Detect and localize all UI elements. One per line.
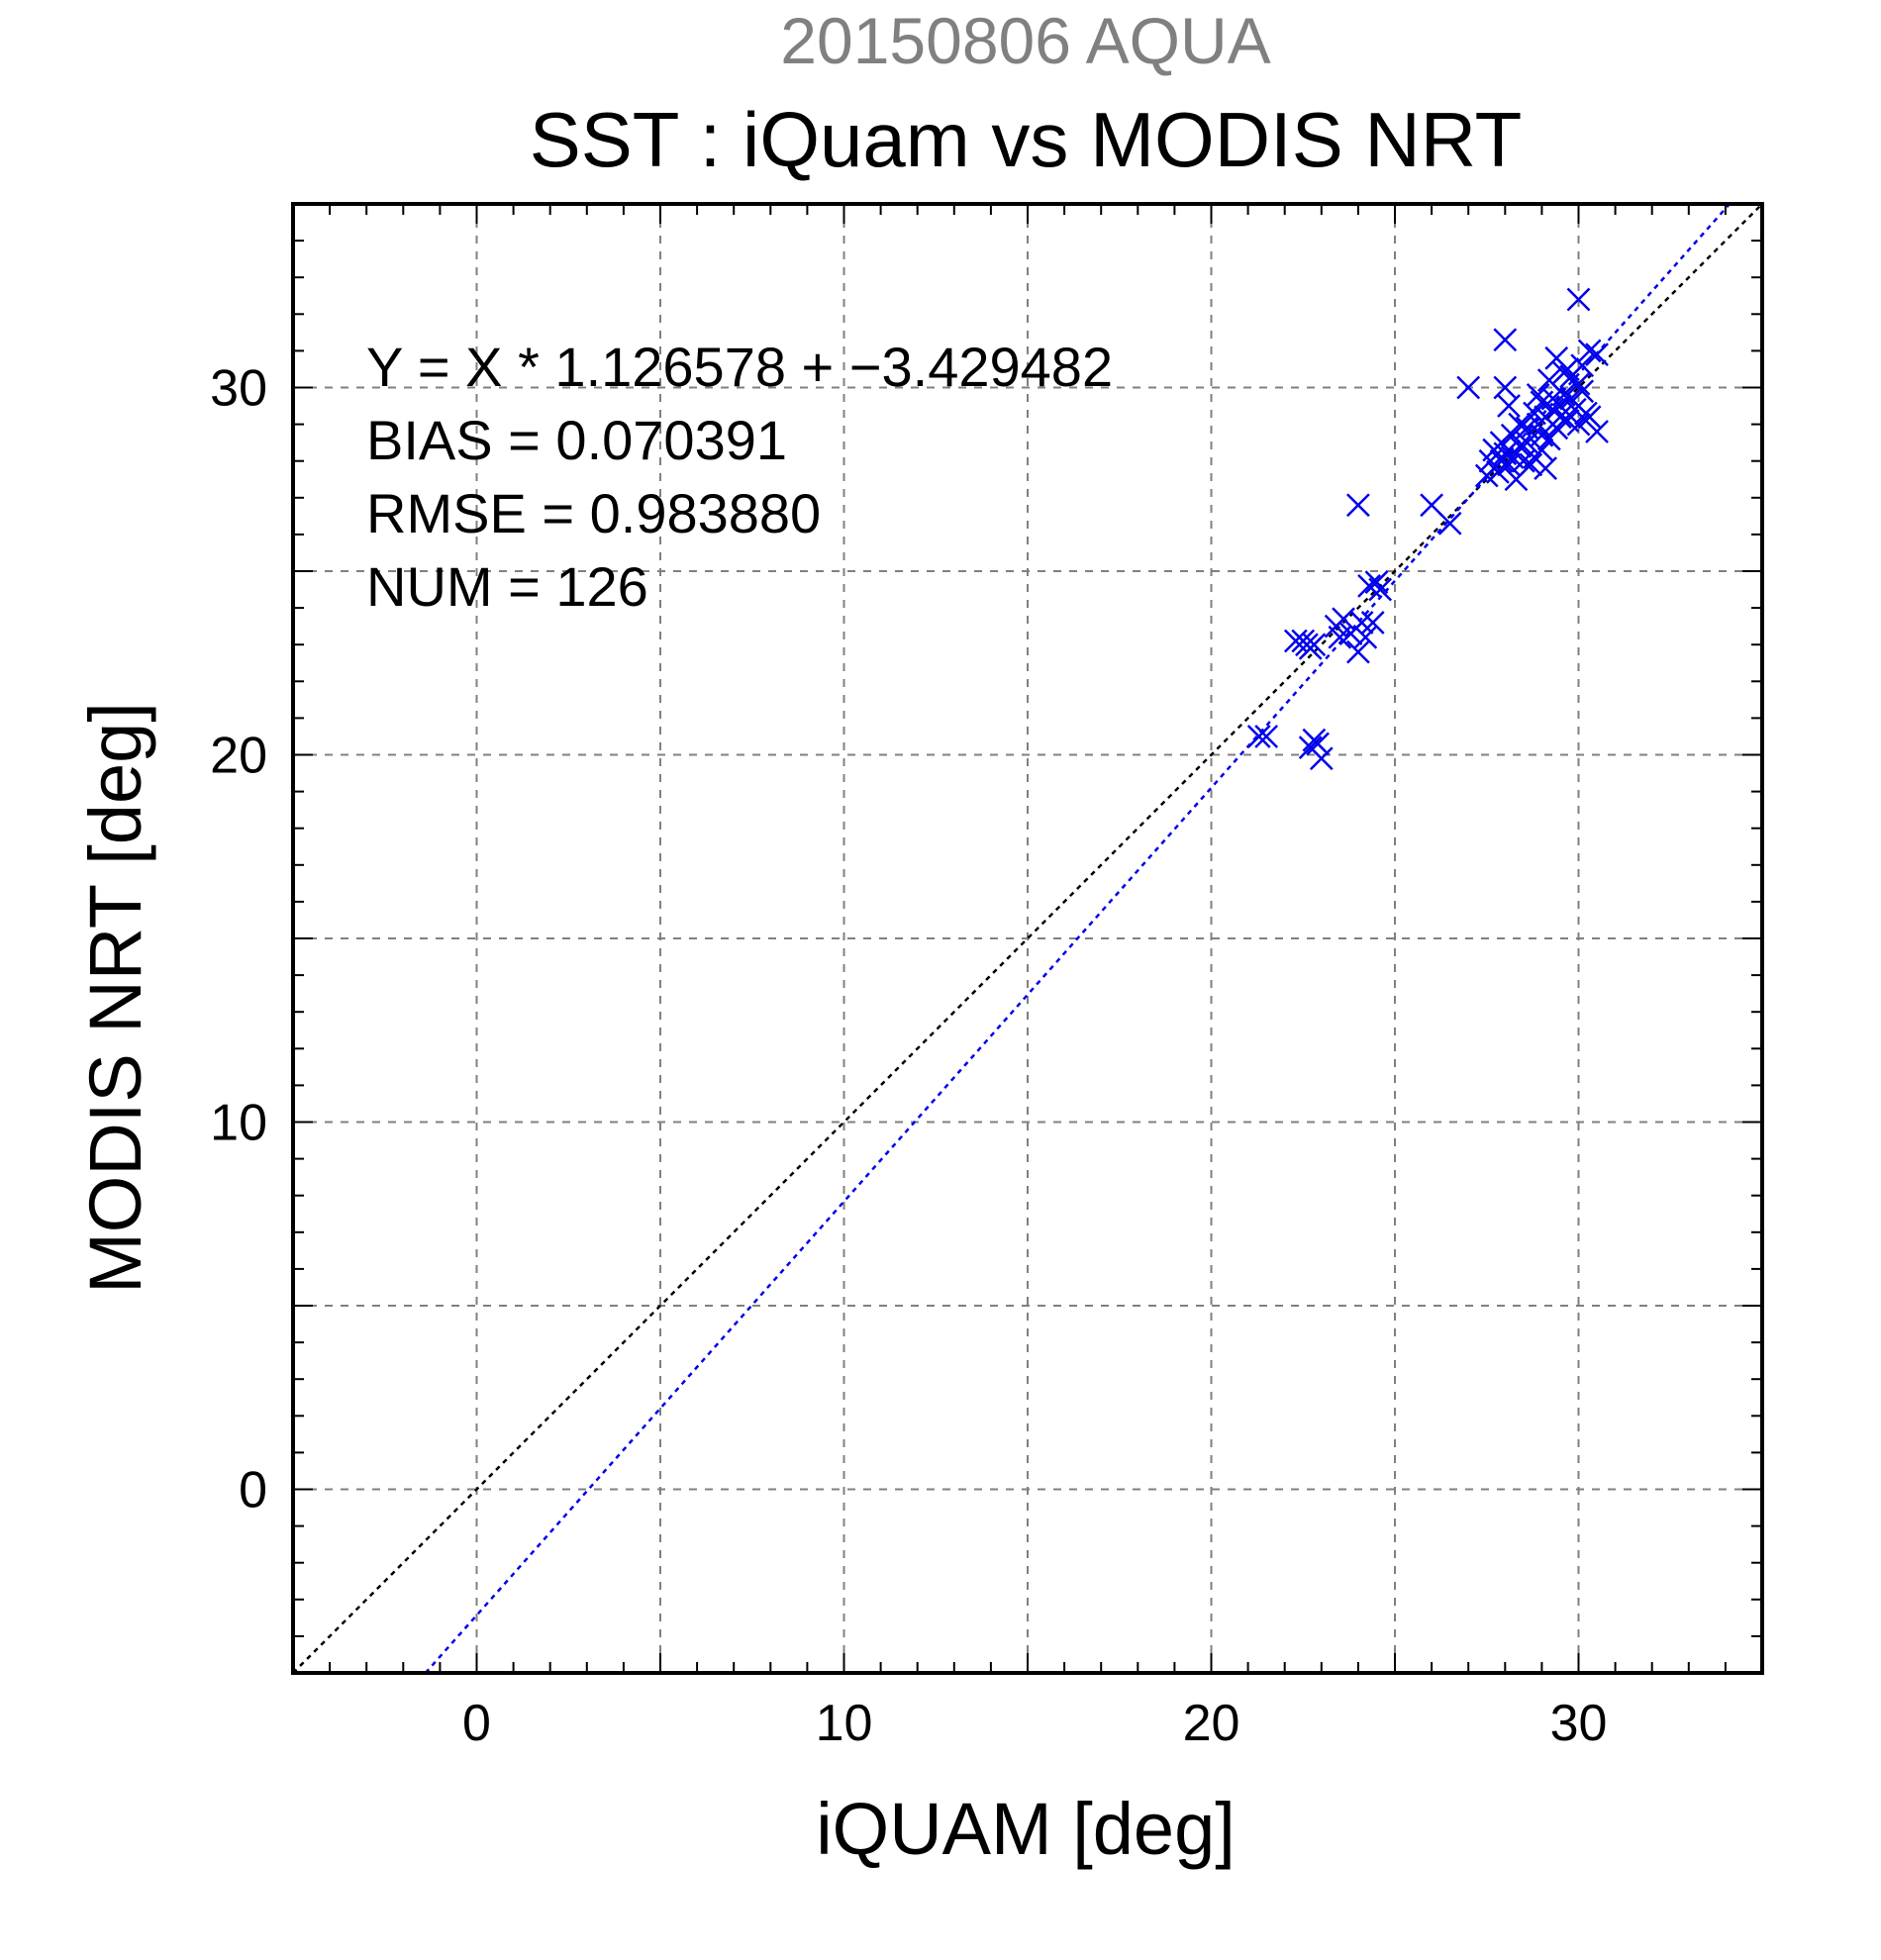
data-point <box>1309 746 1334 771</box>
data-point <box>1566 412 1591 437</box>
y-axis-label: MODIS NRT [deg] <box>74 702 156 1294</box>
x-tick-label: 0 <box>462 1695 491 1752</box>
data-point <box>1536 427 1561 451</box>
data-point <box>1332 607 1355 632</box>
stat-num: NUM = 126 <box>366 555 648 618</box>
x-tick-label: 30 <box>1550 1695 1608 1752</box>
plot-area-frame <box>291 202 1764 1675</box>
data-point <box>1577 339 1602 363</box>
data-point <box>1534 456 1557 481</box>
data-point <box>1585 420 1609 443</box>
data-point <box>1577 405 1602 430</box>
x-tick-label: 10 <box>816 1695 873 1752</box>
data-point <box>1548 405 1572 430</box>
y-tick-labels: 0 10 20 30 <box>210 360 267 1519</box>
chart-title: SST : iQuam vs MODIS NRT <box>530 96 1523 183</box>
data-point <box>1559 364 1583 389</box>
data-point <box>1346 493 1370 518</box>
data-point <box>1519 452 1543 477</box>
data-point <box>1420 493 1443 518</box>
data-point <box>1456 375 1481 400</box>
y-tick-label: 30 <box>210 360 267 418</box>
data-point <box>1508 434 1533 458</box>
grid-lines <box>293 204 1762 1673</box>
data-point <box>1368 577 1393 602</box>
data-point <box>1349 611 1374 635</box>
data-point <box>1497 394 1521 418</box>
stat-rmse: RMSE = 0.983880 <box>366 482 821 544</box>
data-point <box>1500 423 1525 447</box>
x-tick-labels: 0 10 20 30 <box>462 1695 1607 1752</box>
data-point <box>1555 357 1580 381</box>
data-point <box>1536 368 1561 392</box>
data-point <box>1364 570 1389 595</box>
data-point <box>1254 725 1279 748</box>
data-point <box>1493 375 1518 400</box>
data-point <box>1489 431 1514 455</box>
data-point <box>1530 438 1554 462</box>
x-axis-label: iQUAM [deg] <box>816 1788 1236 1870</box>
x-tick-label: 20 <box>1183 1695 1240 1752</box>
data-point <box>1246 725 1271 748</box>
data-point <box>1353 625 1378 649</box>
data-point <box>1493 328 1518 352</box>
data-point <box>1508 412 1533 437</box>
y-tick-label: 0 <box>239 1462 267 1519</box>
data-points <box>1246 287 1609 771</box>
regression-fit-line <box>424 203 1731 1674</box>
data-point <box>1566 287 1591 312</box>
data-point <box>1570 379 1595 404</box>
chart-title-top: 20150806 AQUA <box>780 4 1270 77</box>
data-point <box>1585 343 1609 366</box>
data-point <box>1302 728 1327 752</box>
stats-block: Y = X * 1.126578 + −3.429482 BIAS = 0.07… <box>366 336 1113 618</box>
stat-bias: BIAS = 0.070391 <box>366 409 787 471</box>
data-point <box>1437 511 1462 536</box>
stat-regression-equation: Y = X * 1.126578 + −3.429482 <box>366 336 1113 398</box>
data-point <box>1346 639 1370 664</box>
y-tick-label: 20 <box>210 728 267 785</box>
data-point <box>1515 431 1539 455</box>
y-tick-label: 10 <box>210 1095 267 1152</box>
data-point <box>1302 633 1327 657</box>
data-point <box>1360 611 1385 635</box>
data-point <box>1497 452 1521 477</box>
data-point <box>1526 383 1550 407</box>
